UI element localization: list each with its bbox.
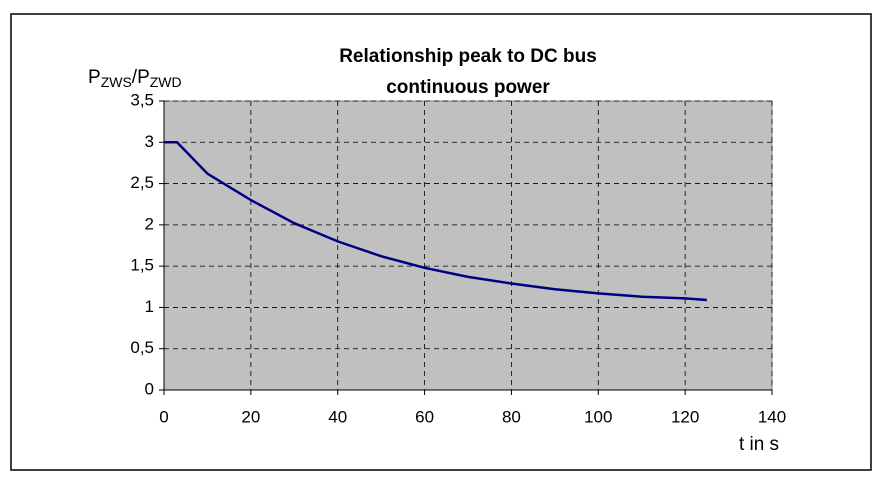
y-label-sub: ZWD (150, 74, 182, 90)
y-tick-label: 2 (145, 214, 154, 233)
y-tick-label: 3 (145, 132, 154, 151)
x-tick-label: 140 (758, 407, 786, 426)
y-label-sub: ZWS (101, 74, 132, 90)
plot-area (163, 100, 773, 391)
chart-title: Relationship peak to DC bus (339, 46, 597, 67)
y-tick-label: 3,5 (130, 90, 154, 109)
y-axis-label: PZWS/PZWD (88, 67, 182, 90)
x-tick-label: 120 (671, 407, 699, 426)
y-tick-label: 0,5 (130, 338, 154, 357)
y-tick-label: 2,5 (130, 173, 154, 192)
y-label-part: P (88, 67, 101, 88)
x-tick-label: 0 (159, 407, 168, 426)
x-tick-label: 20 (241, 407, 260, 426)
x-tick-label: 40 (328, 407, 347, 426)
y-tick-label: 1 (145, 297, 154, 316)
y-tick-label: 0 (145, 379, 154, 398)
x-axis-label: t in s (739, 434, 779, 455)
chart-title: continuous power (386, 77, 550, 98)
x-tick-label: 80 (502, 407, 521, 426)
y-label-part: /P (132, 67, 150, 88)
line-series (164, 141, 707, 302)
y-tick-label: 1,5 (130, 256, 154, 275)
x-tick-label: 60 (415, 407, 434, 426)
x-tick-label: 100 (584, 407, 612, 426)
